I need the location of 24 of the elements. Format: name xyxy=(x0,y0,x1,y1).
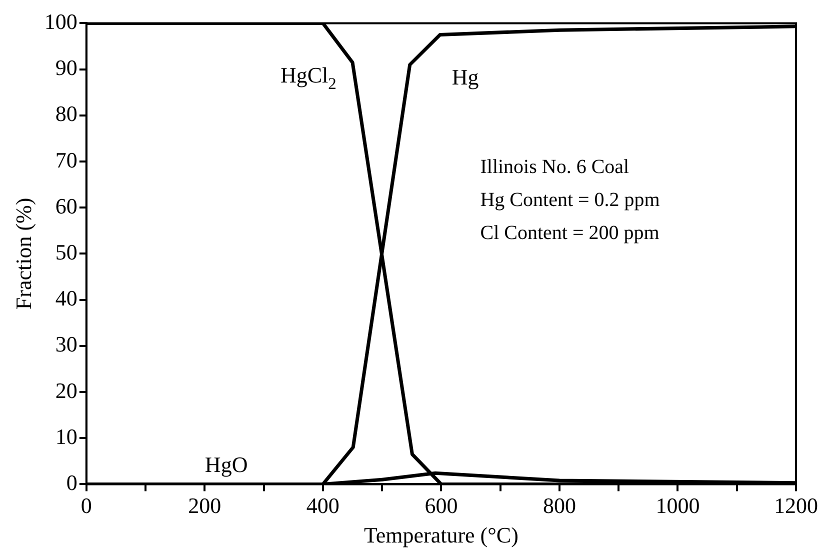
y-tick-label: 0 xyxy=(66,470,78,495)
x-axis-title: Temperature (°C) xyxy=(364,522,518,548)
x-tick-label: 600 xyxy=(424,493,458,518)
series-label: Hg xyxy=(452,64,479,90)
y-tick-label: 100 xyxy=(44,8,78,34)
y-tick-label: 40 xyxy=(55,286,78,311)
y-tick-label: 50 xyxy=(55,239,78,264)
y-tick-label: 20 xyxy=(55,378,78,403)
x-tick-label: 1200 xyxy=(774,493,818,518)
y-tick-label: 10 xyxy=(55,424,78,449)
y-tick-label: 80 xyxy=(55,101,78,126)
x-tick-label: 400 xyxy=(306,493,340,518)
y-tick-label: 90 xyxy=(55,55,78,80)
series-label: HgO xyxy=(204,452,248,478)
annotation: Hg Content = 0.2 ppm xyxy=(480,189,660,212)
y-tick-label: 70 xyxy=(55,147,78,172)
annotation: Illinois No. 6 Coal xyxy=(480,156,630,178)
x-tick-label: 200 xyxy=(188,493,222,518)
y-tick-label: 60 xyxy=(55,193,78,218)
x-tick-label: 800 xyxy=(542,493,576,518)
y-tick-label: 30 xyxy=(55,332,78,357)
y-axis-title: Fraction (%) xyxy=(10,198,36,310)
annotation: Cl Content = 200 ppm xyxy=(480,222,660,244)
x-tick-label: 1000 xyxy=(656,493,700,518)
